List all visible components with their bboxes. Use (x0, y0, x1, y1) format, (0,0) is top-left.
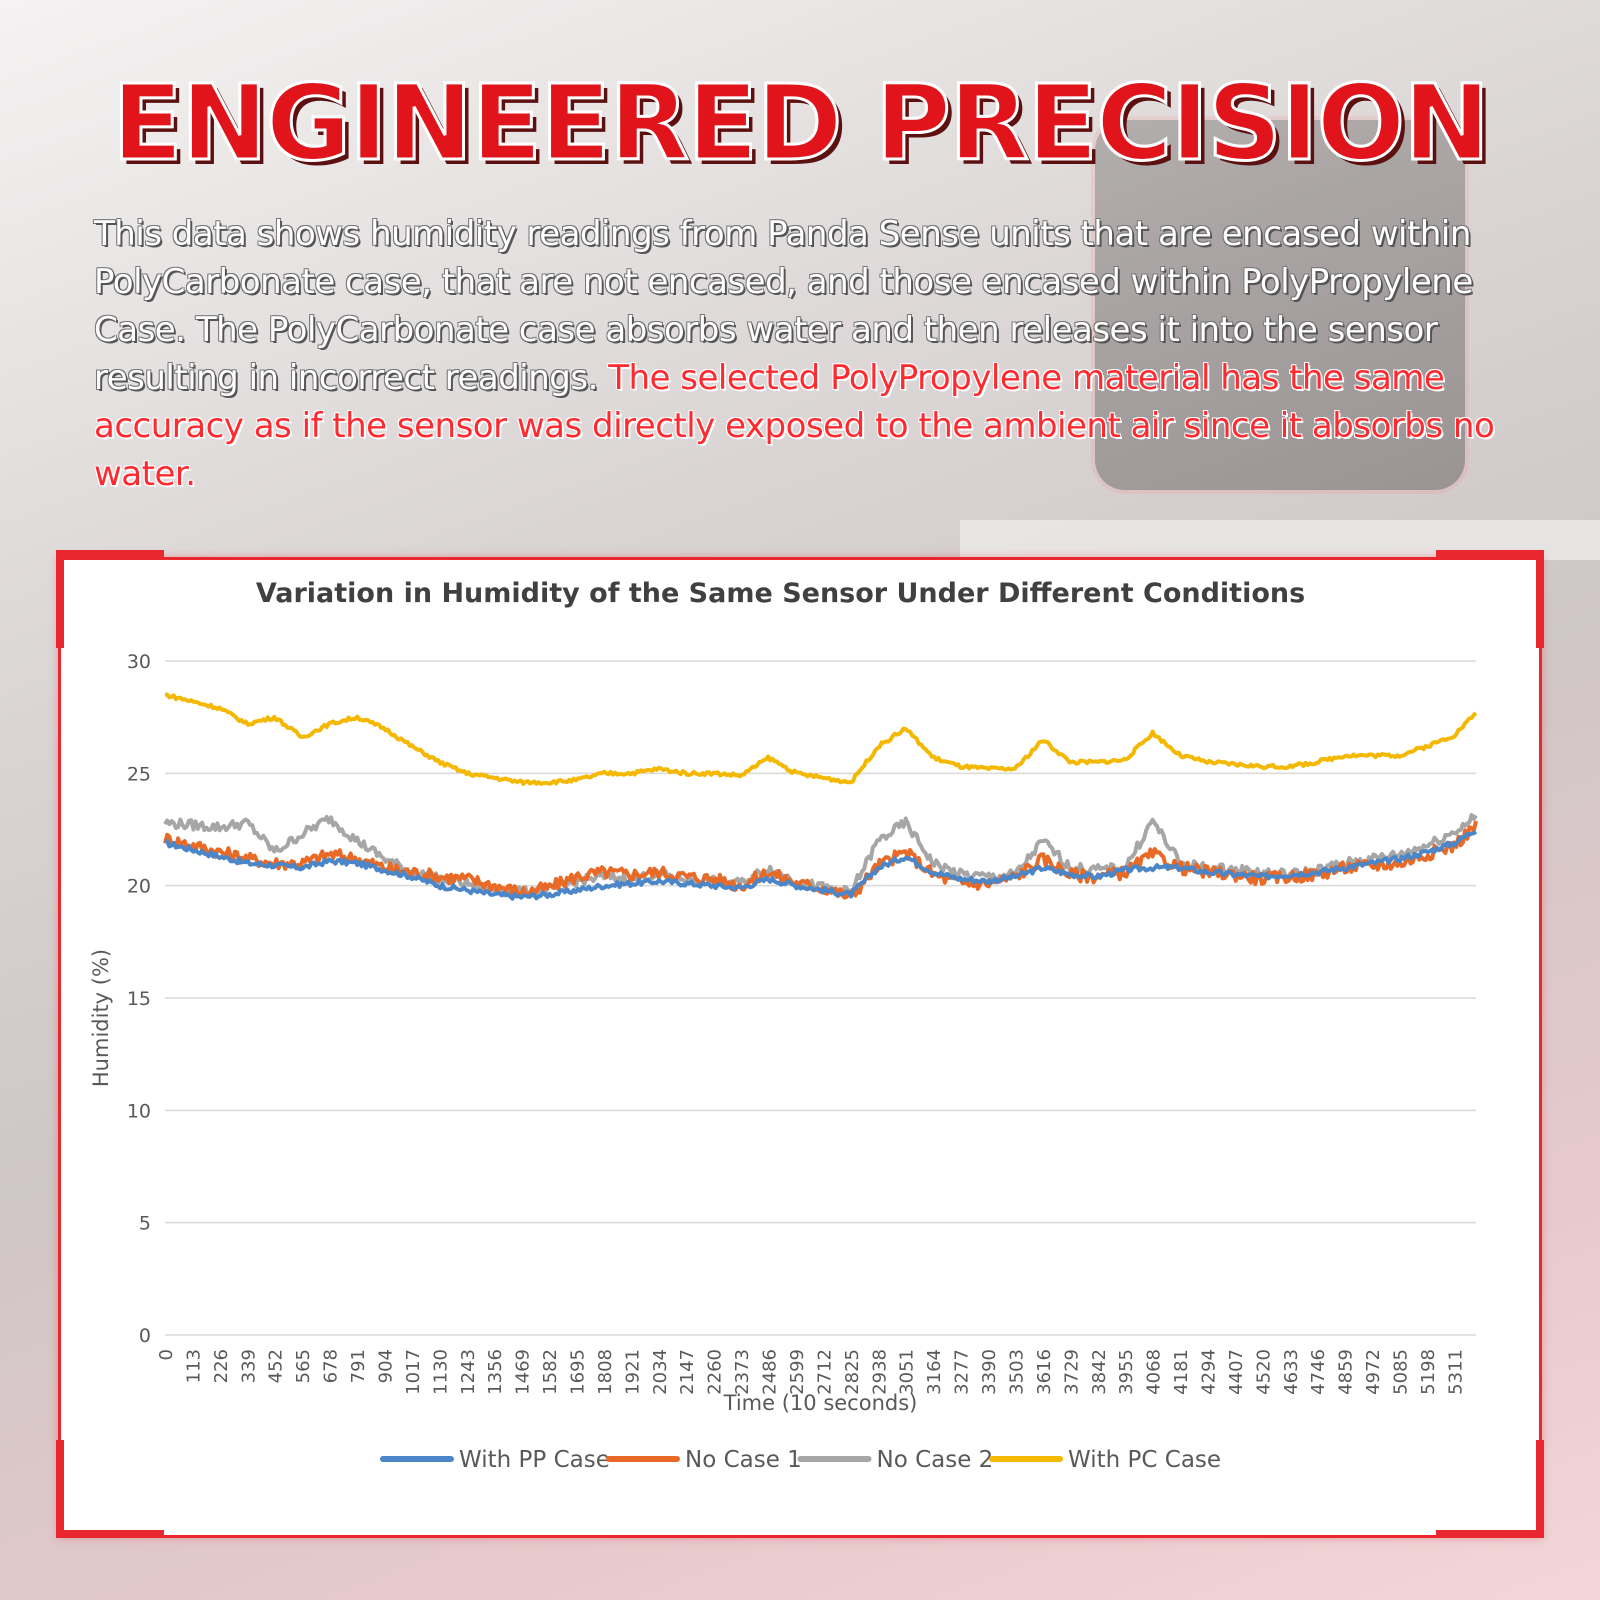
y-tick-label-30: 30 (127, 651, 151, 673)
x-tick-label-1130: 1130 (430, 1349, 451, 1395)
x-tick-label-1017: 1017 (403, 1349, 424, 1395)
x-tick-label-3390: 3390 (979, 1349, 1000, 1395)
page-headline: ENGINEERED PRECISION (110, 61, 1491, 186)
legend-label-with-pp-case: With PP Case (459, 1447, 610, 1473)
x-tick-label-4972: 4972 (1363, 1349, 1384, 1395)
x-tick-label-2373: 2373 (732, 1349, 753, 1395)
x-tick-label-1695: 1695 (568, 1349, 589, 1395)
x-tick-label-3955: 3955 (1116, 1349, 1137, 1395)
x-tick-label-1469: 1469 (513, 1349, 534, 1395)
y-tick-label-20: 20 (127, 876, 151, 898)
x-tick-label-1243: 1243 (458, 1349, 479, 1395)
frame-corner-top-right (1436, 550, 1544, 648)
x-tick-label-2599: 2599 (787, 1349, 808, 1395)
chart-panel (58, 557, 1542, 1538)
x-tick-label-452: 452 (266, 1349, 287, 1383)
x-tick-label-4520: 4520 (1253, 1349, 1274, 1395)
x-tick-label-1582: 1582 (540, 1349, 561, 1395)
x-tick-label-113: 113 (183, 1349, 204, 1383)
description-highlight: The selected PolyPropylene material has … (94, 358, 1495, 494)
x-tick-label-5085: 5085 (1391, 1349, 1412, 1395)
x-tick-label-3842: 3842 (1089, 1349, 1110, 1395)
x-tick-label-3503: 3503 (1006, 1349, 1027, 1395)
x-tick-label-5198: 5198 (1418, 1349, 1439, 1395)
x-tick-label-3277: 3277 (952, 1349, 973, 1395)
series-line-with-pc-case (164, 692, 1478, 786)
x-tick-label-4407: 4407 (1226, 1349, 1247, 1395)
x-tick-label-2260: 2260 (705, 1349, 726, 1395)
x-tick-label-4181: 4181 (1171, 1349, 1192, 1395)
humidity-line-chart: Variation in Humidity of the Same Sensor… (89, 578, 1478, 1473)
frame-corner-bottom-right (1436, 1440, 1544, 1538)
x-tick-label-1808: 1808 (595, 1349, 616, 1395)
x-tick-label-4746: 4746 (1308, 1349, 1329, 1395)
y-tick-label-25: 25 (127, 763, 151, 785)
x-tick-label-3616: 3616 (1034, 1349, 1055, 1395)
y-tick-label-5: 5 (139, 1213, 151, 1235)
y-tick-label-15: 15 (127, 988, 151, 1010)
y-tick-label-10: 10 (127, 1100, 151, 1122)
x-tick-label-1356: 1356 (485, 1349, 506, 1395)
frame-corner-bottom-left (56, 1440, 164, 1538)
x-axis-label: Time (10 seconds) (723, 1391, 918, 1415)
x-tick-label-2712: 2712 (814, 1349, 835, 1395)
frame-corner-top-left (56, 550, 164, 648)
x-tick-label-2147: 2147 (677, 1349, 698, 1395)
x-tick-label-5311: 5311 (1445, 1349, 1466, 1395)
x-tick-label-678: 678 (321, 1349, 342, 1383)
x-tick-label-2034: 2034 (650, 1349, 671, 1395)
description-text: This data shows humidity readings from P… (94, 214, 1473, 398)
x-tick-label-3729: 3729 (1061, 1349, 1082, 1395)
x-tick-label-339: 339 (238, 1349, 259, 1383)
x-tick-label-1921: 1921 (622, 1349, 643, 1395)
x-tick-label-226: 226 (211, 1349, 232, 1383)
series-line-no-case-2 (163, 812, 1478, 899)
chart-title: Variation in Humidity of the Same Sensor… (256, 578, 1305, 609)
legend-label-with-pc-case: With PC Case (1068, 1447, 1221, 1473)
y-tick-label-0: 0 (139, 1325, 151, 1347)
x-tick-label-904: 904 (375, 1349, 396, 1383)
x-tick-label-2825: 2825 (842, 1349, 863, 1395)
x-tick-label-2938: 2938 (869, 1349, 890, 1395)
x-tick-label-0: 0 (156, 1349, 177, 1360)
legend-label-no-case-1: No Case 1 (685, 1447, 802, 1473)
background-device-photo (1095, 120, 1465, 490)
x-tick-label-4859: 4859 (1336, 1349, 1357, 1395)
series-line-with-pp-case (164, 830, 1478, 901)
x-tick-label-3051: 3051 (897, 1349, 918, 1395)
x-tick-label-565: 565 (293, 1349, 314, 1383)
y-axis-label: Humidity (%) (89, 949, 113, 1087)
description-paragraph: This data shows humidity readings from P… (94, 210, 1554, 498)
x-tick-label-3164: 3164 (924, 1349, 945, 1395)
x-tick-label-791: 791 (348, 1349, 369, 1383)
x-tick-label-4068: 4068 (1144, 1349, 1165, 1395)
x-tick-label-4294: 4294 (1198, 1349, 1219, 1395)
x-tick-label-4633: 4633 (1281, 1349, 1302, 1395)
x-tick-label-2486: 2486 (760, 1349, 781, 1395)
legend-label-no-case-2: No Case 2 (877, 1447, 994, 1473)
